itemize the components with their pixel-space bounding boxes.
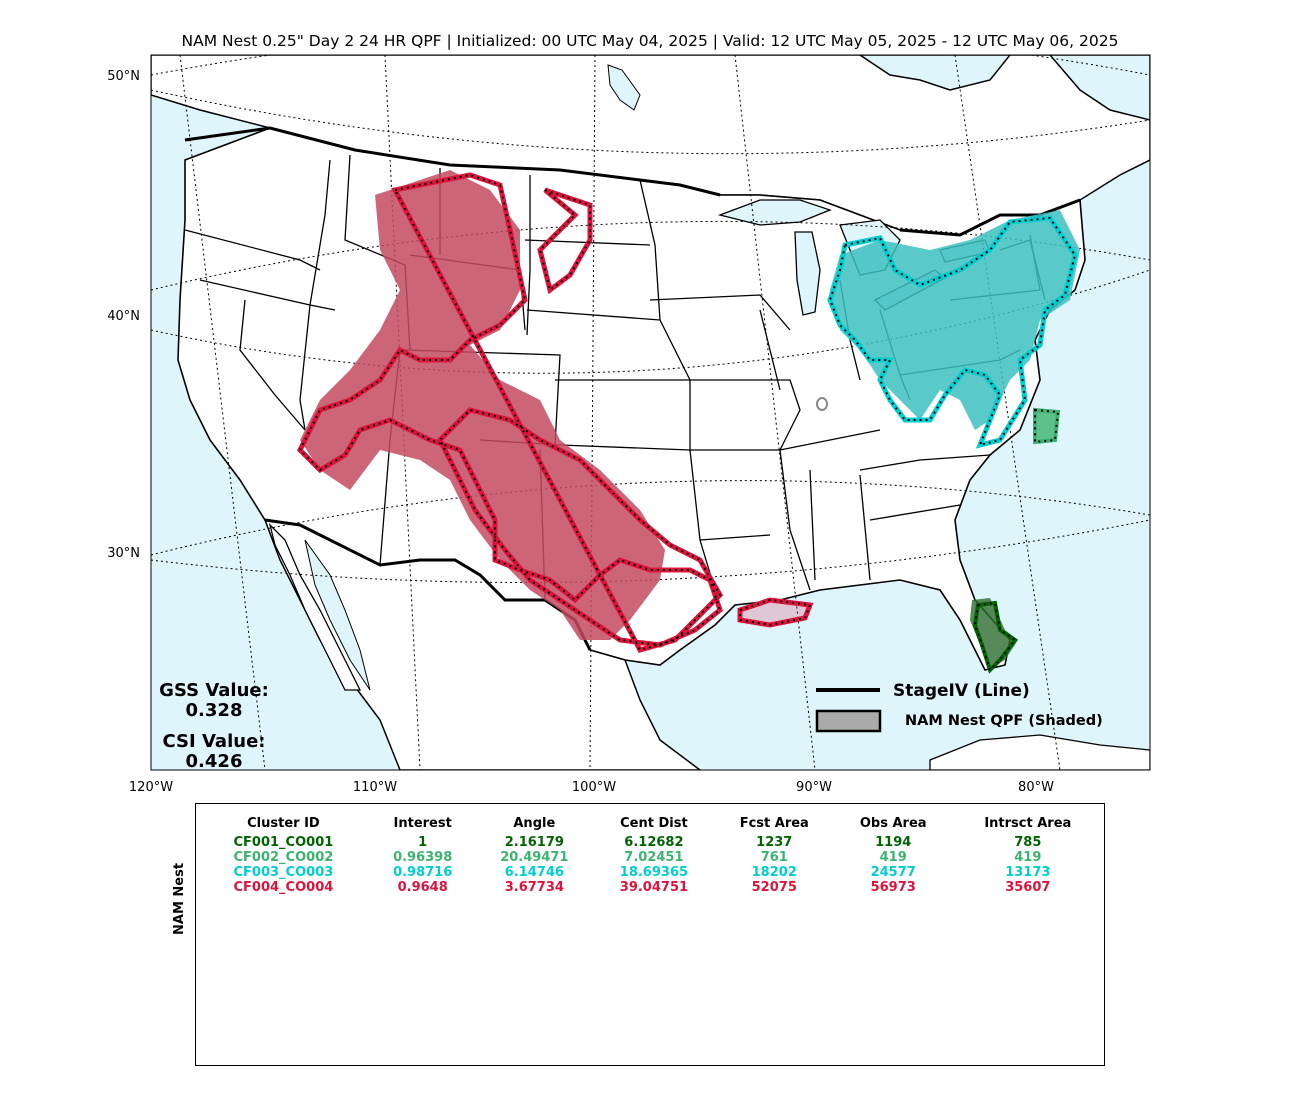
table-cell: 1237	[756, 835, 793, 850]
lon-label-110: 110°W	[353, 780, 397, 795]
precip-map: 50°N 40°N 30°N 120°W 110°W 100°W 90°W 80…	[107, 54, 1151, 795]
table-cell: 18.69365	[619, 865, 689, 880]
col-obs-area: Obs Area	[859, 816, 927, 831]
lake-winnipeg	[607, 64, 641, 111]
lake-michigan	[794, 231, 821, 316]
table-cell: 20.49471	[500, 850, 569, 865]
csi-label: CSI Value:	[163, 731, 266, 752]
col-cent-dist: Cent Dist	[620, 816, 688, 831]
table-cell: 0.98716	[393, 865, 453, 880]
cluster2-observed-line	[1033, 407, 1061, 445]
table-cell: 56973	[870, 880, 916, 895]
baja-peninsula	[268, 522, 362, 691]
table-header-row: Cluster ID Interest Angle Cent Dist Fcst…	[196, 816, 1104, 835]
table-cell: 761	[760, 850, 788, 865]
table-cell: 52075	[751, 880, 797, 895]
csi-value: 0.426	[186, 751, 243, 772]
gss-value: 0.328	[186, 700, 243, 721]
table-cell: 0.96398	[393, 850, 453, 865]
cluster-table: Cluster ID Interest Angle Cent Dist Fcst…	[196, 816, 1104, 895]
table-cell: 419	[879, 850, 907, 865]
map-frame	[150, 54, 1151, 771]
table-cell: 18202	[751, 865, 797, 880]
table-cell: 3.67734	[504, 880, 564, 895]
table-cell: 2.16179	[504, 835, 564, 850]
cluster2-forecast-shade	[1035, 410, 1058, 442]
cluster4-observed-dots	[298, 173, 722, 652]
lon-label-90: 90°W	[796, 780, 832, 795]
table-cell: 7.02451	[624, 850, 684, 865]
table-cell: 1194	[875, 835, 912, 850]
table-side-label: NAM Nest	[172, 862, 187, 935]
lat-label-50: 50°N	[107, 69, 140, 84]
legend-shaded-swatch	[815, 709, 882, 733]
lat-label-40: 40°N	[107, 309, 140, 324]
lon-label-100: 100°W	[572, 780, 616, 795]
cluster4-ne-arm	[537, 187, 593, 295]
lake-superior	[717, 199, 832, 226]
lon-label-120: 120°W	[129, 780, 173, 795]
lon-label-80: 80°W	[1018, 780, 1054, 795]
small-gray-cluster	[816, 397, 828, 411]
cluster-stats-panel: Cluster ID Interest Angle Cent Dist Fcst…	[195, 803, 1105, 1066]
northeast-water	[1049, 55, 1150, 121]
table-row: CF004_CO004 0.9648 3.67734 39.04751 52075 569…	[196, 880, 1104, 895]
hudson-bay	[858, 55, 1011, 91]
col-fcst-area: Fcst Area	[739, 816, 809, 831]
table-cell: 419	[1014, 850, 1042, 865]
table-cell: 6.14746	[504, 865, 564, 880]
col-angle: Angle	[513, 816, 556, 831]
table-cell: CF004_CO004	[233, 880, 334, 895]
cluster1-observed-line	[972, 600, 1018, 674]
gulf-of-california	[304, 539, 371, 691]
table-cell: 0.9648	[397, 880, 448, 895]
table-cell: 13173	[1005, 865, 1051, 880]
legend-shaded-label: NAM Nest QPF (Shaded)	[905, 713, 1103, 729]
table-cell: CF003_CO003	[233, 865, 334, 880]
figure-title: NAM Nest 0.25" Day 2 24 HR QPF | Initial…	[181, 32, 1119, 50]
table-row: CF002_CO002 0.96398 20.49471 7.02451 761 419 4…	[196, 850, 1104, 865]
table-cell: CF002_CO002	[233, 850, 334, 865]
table-cell: 35607	[1005, 880, 1051, 895]
table-cell: CF001_CO001	[233, 835, 334, 850]
table-cell: 24577	[870, 865, 916, 880]
table-cell: 1	[418, 835, 428, 850]
cuba-land	[929, 734, 1150, 770]
table-cell: 39.04751	[619, 880, 689, 895]
table-cell: 6.12682	[624, 835, 684, 850]
col-cluster-id: Cluster ID	[247, 816, 320, 831]
lat-label-30: 30°N	[107, 546, 140, 561]
col-intrsct-area: Intrsct Area	[984, 816, 1072, 831]
gss-label: GSS Value:	[159, 680, 269, 701]
legend-line-label: StageIV (Line)	[893, 681, 1030, 701]
col-interest: Interest	[393, 816, 452, 831]
table-cell: 785	[1014, 835, 1042, 850]
table-row: CF003_CO003 0.98716 6.14746 18.69365 18202 24…	[196, 865, 1104, 880]
table-row: CF001_CO001 1 2.16179 6.12682 1237 1194 785	[196, 835, 1104, 850]
